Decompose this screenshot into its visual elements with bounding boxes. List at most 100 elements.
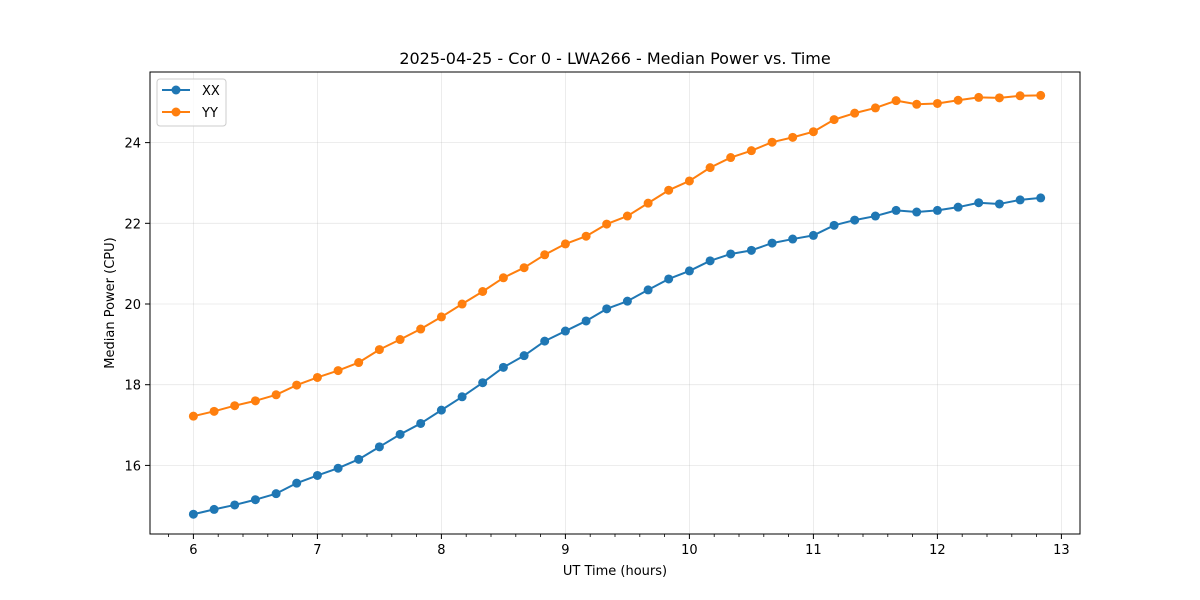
data-point-yy (602, 219, 612, 229)
x-tick-label: 11 (805, 543, 822, 558)
data-point-xx (974, 198, 984, 208)
data-point-xx (436, 405, 446, 415)
data-point-xx (788, 234, 798, 244)
data-point-xx (188, 509, 198, 519)
y-tick-label: 20 (124, 298, 141, 313)
data-point-yy (664, 185, 674, 195)
data-point-yy (581, 231, 591, 241)
data-point-xx (1036, 193, 1046, 203)
data-point-xx (312, 470, 322, 480)
data-point-xx (292, 478, 302, 488)
data-point-xx (602, 304, 612, 314)
y-tick-label: 18 (124, 379, 141, 394)
data-point-xx (994, 199, 1004, 209)
data-point-yy (870, 103, 880, 113)
data-point-xx (808, 230, 818, 240)
x-axis-label: UT Time (hours) (563, 564, 667, 579)
data-point-xx (209, 504, 219, 514)
data-point-yy (540, 250, 550, 260)
data-point-yy (271, 390, 281, 400)
data-point-xx (519, 351, 529, 361)
data-point-yy (726, 153, 736, 163)
data-point-yy (767, 137, 777, 147)
data-point-yy (746, 146, 756, 156)
legend-marker-yy (171, 107, 181, 117)
data-point-yy (705, 163, 715, 173)
data-point-yy (333, 366, 343, 376)
x-tick-label: 9 (561, 543, 569, 558)
data-point-yy (312, 372, 322, 382)
data-point-yy (478, 287, 488, 297)
data-point-yy (354, 358, 364, 368)
data-point-xx (932, 205, 942, 215)
data-point-xx (891, 205, 901, 215)
y-tick-label: 16 (124, 459, 141, 474)
data-point-xx (643, 285, 653, 295)
data-point-yy (974, 92, 984, 102)
data-point-xx (1015, 195, 1025, 205)
data-point-xx (395, 429, 405, 439)
data-point-yy (622, 211, 632, 221)
data-point-yy (292, 380, 302, 390)
data-point-xx (560, 326, 570, 336)
x-tick-label: 6 (189, 543, 197, 558)
data-point-yy (684, 176, 694, 186)
data-point-yy (395, 335, 405, 345)
data-point-xx (250, 495, 260, 505)
x-tick-label: 8 (437, 543, 445, 558)
data-point-yy (560, 239, 570, 249)
series-layer (188, 90, 1046, 519)
x-tick-label: 7 (313, 543, 321, 558)
y-tick-label: 22 (124, 217, 141, 232)
data-point-xx (746, 245, 756, 255)
data-point-yy (808, 127, 818, 137)
legend: XX YY (156, 78, 227, 127)
data-point-yy (891, 96, 901, 106)
data-point-yy (436, 312, 446, 322)
data-point-yy (519, 263, 529, 273)
data-point-xx (684, 266, 694, 276)
grid-lines (150, 72, 1080, 534)
data-point-yy (498, 273, 508, 283)
data-point-xx (374, 442, 384, 452)
legend-marker-xx (171, 85, 181, 95)
data-point-yy (1036, 90, 1046, 100)
data-point-xx (478, 378, 488, 388)
data-point-yy (932, 98, 942, 108)
data-point-xx (540, 336, 550, 346)
data-point-yy (1015, 91, 1025, 101)
x-tick-label: 12 (929, 543, 946, 558)
data-point-yy (230, 401, 240, 411)
data-point-xx (912, 207, 922, 217)
data-point-xx (726, 249, 736, 259)
data-point-yy (416, 324, 426, 334)
data-point-xx (705, 256, 715, 266)
data-point-xx (622, 296, 632, 306)
data-point-xx (829, 220, 839, 230)
data-point-yy (912, 99, 922, 109)
chart-title: 2025-04-25 - Cor 0 - LWA266 - Median Pow… (399, 49, 830, 68)
data-point-xx (354, 454, 364, 464)
legend-label-yy: YY (201, 106, 218, 121)
y-tick-label: 24 (124, 137, 141, 152)
x-tick-label: 10 (681, 543, 698, 558)
axis-ticks: 6 7 8 9 10 11 12 13 16 18 20 22 24 (124, 137, 1069, 558)
data-point-xx (581, 316, 591, 326)
data-point-yy (250, 396, 260, 406)
data-point-yy (788, 132, 798, 142)
data-point-yy (374, 345, 384, 355)
data-point-xx (664, 274, 674, 284)
data-point-xx (333, 463, 343, 473)
data-point-yy (188, 411, 198, 421)
data-point-yy (994, 93, 1004, 103)
data-point-xx (416, 418, 426, 428)
data-point-yy (850, 108, 860, 118)
data-point-xx (457, 392, 467, 402)
data-point-xx (850, 215, 860, 225)
data-point-yy (209, 406, 219, 416)
data-point-xx (767, 238, 777, 248)
x-tick-label: 13 (1053, 543, 1070, 558)
data-point-yy (953, 95, 963, 105)
data-point-yy (829, 115, 839, 125)
